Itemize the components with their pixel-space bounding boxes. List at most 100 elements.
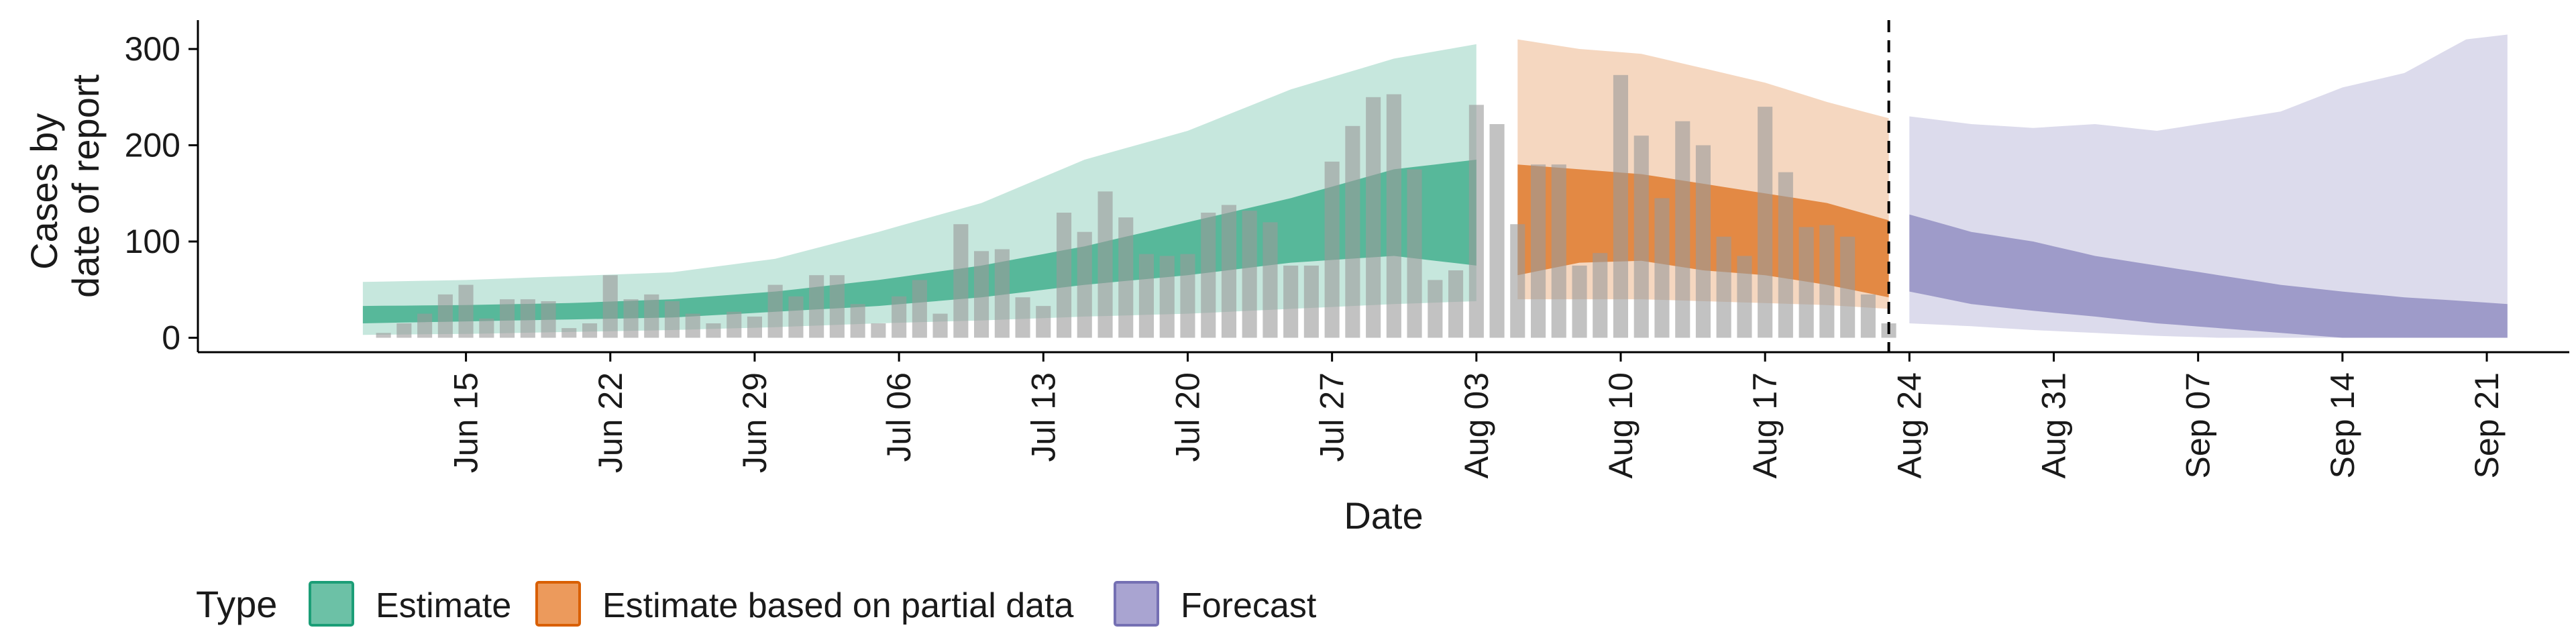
reported-cases-bars	[376, 74, 1896, 338]
reported-cases-bar	[1613, 74, 1628, 338]
legend: Type Estimate Estimate based on partial d…	[196, 581, 1317, 627]
x-tick-label: Jun 29	[736, 372, 773, 473]
reported-cases-bar	[1840, 236, 1856, 338]
x-tick-label: Aug 31	[2035, 372, 2073, 478]
x-tick-label: Jun 22	[592, 372, 629, 473]
reported-cases-bar	[1675, 121, 1690, 338]
reported-cases-bar	[1489, 124, 1505, 338]
y-axis-title: Cases by date of report	[23, 74, 107, 299]
reported-cases-bar	[458, 284, 474, 338]
reported-cases-bar	[1303, 265, 1319, 338]
y-tick-label: 200	[125, 127, 180, 164]
reported-cases-bar	[582, 323, 598, 338]
x-tick-label: Jul 20	[1169, 372, 1206, 462]
reported-cases-bar	[1778, 172, 1793, 338]
reported-cases-bar	[1695, 145, 1711, 338]
reported-cases-bar	[850, 304, 865, 338]
reported-cases-bar	[788, 296, 804, 338]
uncertainty-bands	[362, 34, 2508, 338]
legend-title: Type	[196, 583, 277, 625]
reported-cases-bar	[479, 318, 494, 338]
y-tick-label: 100	[125, 223, 180, 260]
reported-cases-bar	[664, 301, 680, 338]
x-tick-label: Aug 17	[1746, 372, 1784, 478]
reported-cases-bar	[871, 323, 886, 338]
x-tick-label: Sep 07	[2180, 372, 2217, 478]
reported-cases-bar	[437, 294, 453, 338]
reported-cases-bar	[1159, 256, 1175, 338]
reported-cases-bar	[1345, 125, 1360, 338]
reported-cases-bar	[727, 311, 742, 338]
reported-cases-bar	[1015, 297, 1030, 338]
reported-cases-bar	[623, 299, 639, 338]
reported-cases-bar	[974, 251, 989, 338]
x-axis-ticks: Jun 15 Jun 22 Jun 29 Jul 06 Jul 13 Jul 20 Jul …	[447, 352, 2506, 478]
reported-cases-bar	[644, 294, 659, 338]
reported-cases-bar	[1201, 213, 1216, 338]
reported-cases-bar	[1118, 217, 1134, 338]
reported-cases-bar	[602, 275, 618, 338]
legend-label: Forecast	[1181, 586, 1317, 625]
reported-cases-bar	[1138, 254, 1154, 338]
reported-cases-bar	[1654, 198, 1670, 338]
legend-label: Estimate	[376, 586, 511, 625]
reported-cases-bar	[932, 313, 948, 338]
y-tick-label: 300	[125, 30, 180, 68]
reported-cases-bar	[1097, 191, 1113, 338]
reported-cases-bar	[1221, 205, 1236, 338]
reported-cases-bar	[1593, 253, 1608, 338]
legend-items: Estimate Estimate based on partial data Fo…	[309, 581, 1317, 627]
axes: 0 100 200 300 Jun 15 Jun 22 Jun 29 Jul 06 Jul 1…	[125, 20, 2569, 478]
reported-cases-bar	[747, 316, 762, 338]
reported-cases-bar	[1510, 224, 1525, 338]
x-tick-label: Jun 15	[447, 372, 485, 473]
reported-cases-bar	[1057, 213, 1072, 338]
reported-cases-bar	[1448, 270, 1464, 338]
reported-cases-bar	[1860, 294, 1876, 338]
reported-cases-bar	[953, 224, 969, 338]
legend-swatch	[1114, 581, 1159, 627]
x-tick-label: Sep 21	[2468, 372, 2506, 478]
legend-swatch	[535, 581, 581, 627]
reported-cases-bar	[1551, 164, 1566, 338]
reported-cases-bar	[1077, 231, 1092, 338]
reported-cases-bar	[1572, 265, 1587, 338]
reported-cases-bar	[1468, 105, 1484, 338]
x-tick-label: Aug 03	[1458, 372, 1495, 478]
y-tick-label: 0	[162, 319, 180, 356]
reported-cases-bar	[829, 275, 845, 338]
reported-cases-bar	[1428, 280, 1443, 338]
reported-cases-bar	[994, 249, 1010, 338]
reported-cases-bar	[520, 299, 535, 338]
reported-cases-bar	[685, 313, 700, 338]
x-tick-label: Jul 06	[880, 372, 918, 462]
reported-cases-bar	[1819, 225, 1835, 338]
reported-cases-bar	[1366, 97, 1381, 338]
legend-swatch	[309, 581, 354, 627]
reported-cases-bar	[892, 296, 907, 338]
y-axis-title-line-2: date of report	[64, 74, 107, 299]
reported-cases-bar	[1242, 211, 1257, 338]
reported-cases-bar	[1633, 136, 1649, 338]
reported-cases-bar	[396, 323, 412, 338]
reported-cases-bar	[1386, 94, 1401, 338]
reported-cases-bar	[1283, 265, 1299, 338]
reported-cases-bar	[561, 328, 577, 338]
reported-cases-bar	[1407, 169, 1422, 338]
reported-cases-bar	[767, 284, 783, 338]
reported-cases-bar	[1758, 107, 1773, 338]
reported-cases-bar	[1036, 306, 1051, 338]
y-axis-ticks: 0 100 200 300	[125, 30, 198, 356]
reported-cases-bar	[912, 280, 927, 338]
x-tick-label: Aug 10	[1602, 372, 1640, 478]
x-tick-label: Sep 14	[2324, 372, 2361, 478]
reported-cases-bar	[1799, 227, 1814, 338]
reported-cases-bar	[1263, 222, 1278, 338]
x-tick-label: Aug 24	[1890, 372, 1928, 478]
reported-cases-bar	[706, 323, 721, 338]
reported-cases-bar	[417, 313, 433, 338]
forecast-ci50-band	[1909, 214, 2508, 338]
x-tick-label: Jul 13	[1024, 372, 1062, 462]
reported-cases-bar	[1324, 161, 1340, 338]
